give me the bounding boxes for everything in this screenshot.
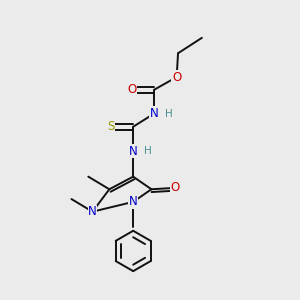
Text: O: O: [127, 83, 136, 96]
Text: N: N: [150, 107, 159, 120]
Text: O: O: [171, 182, 180, 194]
Text: N: N: [129, 145, 137, 158]
Text: O: O: [172, 70, 181, 84]
Text: N: N: [129, 195, 137, 208]
Text: H: H: [165, 109, 172, 118]
Text: N: N: [88, 205, 97, 218]
Text: S: S: [107, 120, 114, 133]
Text: H: H: [144, 146, 152, 156]
